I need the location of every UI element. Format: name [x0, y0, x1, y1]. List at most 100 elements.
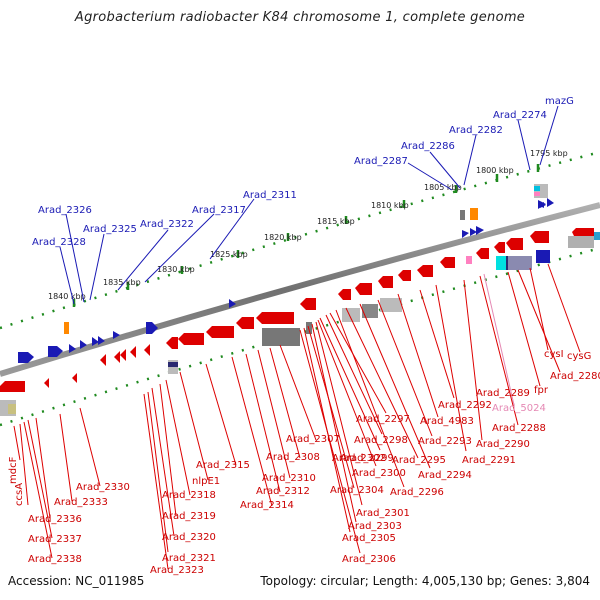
gene-arrow: [98, 336, 105, 345]
tick-label: 1800 kbp: [476, 166, 514, 175]
gene-label: Arad_2289: [476, 388, 530, 399]
gene-arrow: [236, 317, 254, 329]
feature-block: [262, 328, 300, 346]
gene-arrow: [378, 276, 393, 288]
gene-label: Arad_2298: [354, 435, 408, 446]
map-title: Agrobacterium radiobacter K84 chromosome…: [74, 10, 526, 25]
gene-arrow: [398, 270, 411, 281]
gene-arrow: [530, 231, 549, 243]
gene-arrow: [0, 381, 25, 392]
gene-label: Arad_2321: [162, 553, 216, 564]
gene-label: Arad_2337: [28, 534, 82, 545]
gene-arrow: [494, 242, 505, 253]
gene-arrow: [100, 354, 106, 366]
gene-label: Arad_5024: [492, 403, 546, 414]
gene-arrow: [338, 289, 351, 300]
gene-label: Arad_2292: [438, 400, 492, 411]
gene-label: Arad_2333: [54, 497, 108, 508]
reverse-callouts: [13, 263, 581, 570]
feature-block: [534, 186, 540, 191]
gene-label: Arad_2330: [76, 482, 130, 493]
gene-label: Arad_2323: [150, 565, 204, 576]
gene-label: fpr: [534, 385, 549, 396]
gene-arrow: [92, 337, 99, 346]
gene-arrow: [476, 226, 484, 235]
gene-arrow: [144, 344, 150, 356]
gene-arrow: [178, 333, 204, 345]
gene-arrow: [229, 299, 236, 308]
tick-label: 1830 kbp: [157, 265, 195, 274]
gene-label: Arad_2320: [162, 532, 216, 543]
gene-label: Arad_2307: [286, 434, 340, 445]
feature-block: [470, 208, 478, 220]
gene-label: Arad_2338: [28, 554, 82, 565]
gene-label: Arad_2318: [162, 490, 216, 501]
gene-label: Arad_2319: [162, 511, 216, 522]
tick-label: 1835 kbp: [103, 278, 141, 287]
gene-label: Arad_2314: [240, 500, 294, 511]
genome-summary: Topology: circular; Length: 4,005,130 bp…: [260, 574, 590, 588]
gene-arrow: [69, 344, 76, 353]
tick-label: 1810 kbp: [371, 201, 409, 210]
gene-label: Arad_2306: [342, 554, 396, 565]
gene-arrow: [44, 378, 49, 388]
feature-block: [460, 210, 465, 220]
gene-arrow: [256, 312, 294, 324]
gene-arrow: [113, 331, 120, 339]
gene-label: Arad_2328: [32, 237, 86, 248]
gene-label: Arad_2305: [342, 533, 396, 544]
gene-label: mdcF: [8, 456, 19, 484]
gene-label: Arad_2303: [348, 521, 402, 532]
feature-block: [534, 192, 540, 196]
gene-label: Arad_2288: [492, 423, 546, 434]
feature-block: [362, 304, 378, 318]
tick-label: 1825 kbp: [210, 250, 248, 259]
tick-label: 1805 kbp: [424, 183, 462, 192]
gene-arrow: [130, 346, 136, 358]
gene-arrow: [206, 326, 234, 338]
gene-label: Arad_2301: [356, 508, 410, 519]
scale-labels: 1795 kbp 1800 kbp 1805 kbp 1810 kbp 1815…: [48, 149, 568, 301]
gene-label: Arad_4983: [420, 416, 474, 427]
gene-label: Arad_2310: [262, 473, 316, 484]
gene-label: Arad_2325: [83, 224, 137, 235]
gene-arrow: [547, 198, 554, 207]
gene-arrow: [506, 238, 523, 250]
gene-label: nlpE1: [192, 476, 220, 487]
forward-gene-labels: mazG Arad_2274 Arad_2282 Arad_2286 Arad_…: [32, 96, 574, 248]
gene-label: Arad_2302: [332, 453, 386, 464]
outer-scale-ring: [0, 150, 600, 330]
inner-scale-ring: [0, 246, 600, 427]
gene-label: Arad_2291: [462, 455, 516, 466]
gene-arrow: [80, 340, 87, 349]
gene-label: Arad_2312: [256, 486, 310, 497]
gene-label: Arad_2294: [418, 470, 472, 481]
tick-label: 1795 kbp: [530, 149, 568, 158]
feature-block: [168, 362, 178, 367]
feature-block: [380, 298, 402, 312]
gene-label: Arad_2297: [356, 414, 410, 425]
pink-callout: [483, 273, 515, 406]
gene-arrow: [440, 257, 455, 268]
gene-arrow: [114, 351, 120, 363]
feature-block: [64, 322, 69, 334]
gene-label: Arad_2293: [418, 436, 472, 447]
feature-block: [342, 308, 360, 322]
gene-arrow: [166, 337, 178, 349]
chromosome-backbone: [0, 202, 600, 377]
gene-label: Arad_2300: [352, 468, 406, 479]
tick-label: 1815 kbp: [317, 217, 355, 226]
gene-label: cysG: [567, 351, 591, 362]
gene-label: Arad_2315: [196, 460, 250, 471]
reverse-gene-labels: cysG cysI Arad_2280 fpr Arad_2289 Arad_5…: [8, 349, 600, 576]
gene-arrow: [48, 346, 63, 357]
gene-label: Arad_2280: [550, 371, 600, 382]
feature-block: [496, 256, 506, 270]
feature-block: [508, 256, 532, 270]
tick-label: 1840 kbp: [48, 292, 86, 301]
feature-block: [466, 256, 472, 264]
gene-label: Arad_2296: [390, 487, 444, 498]
feature-block: [568, 236, 594, 248]
gene-label: Arad_2322: [140, 219, 194, 230]
